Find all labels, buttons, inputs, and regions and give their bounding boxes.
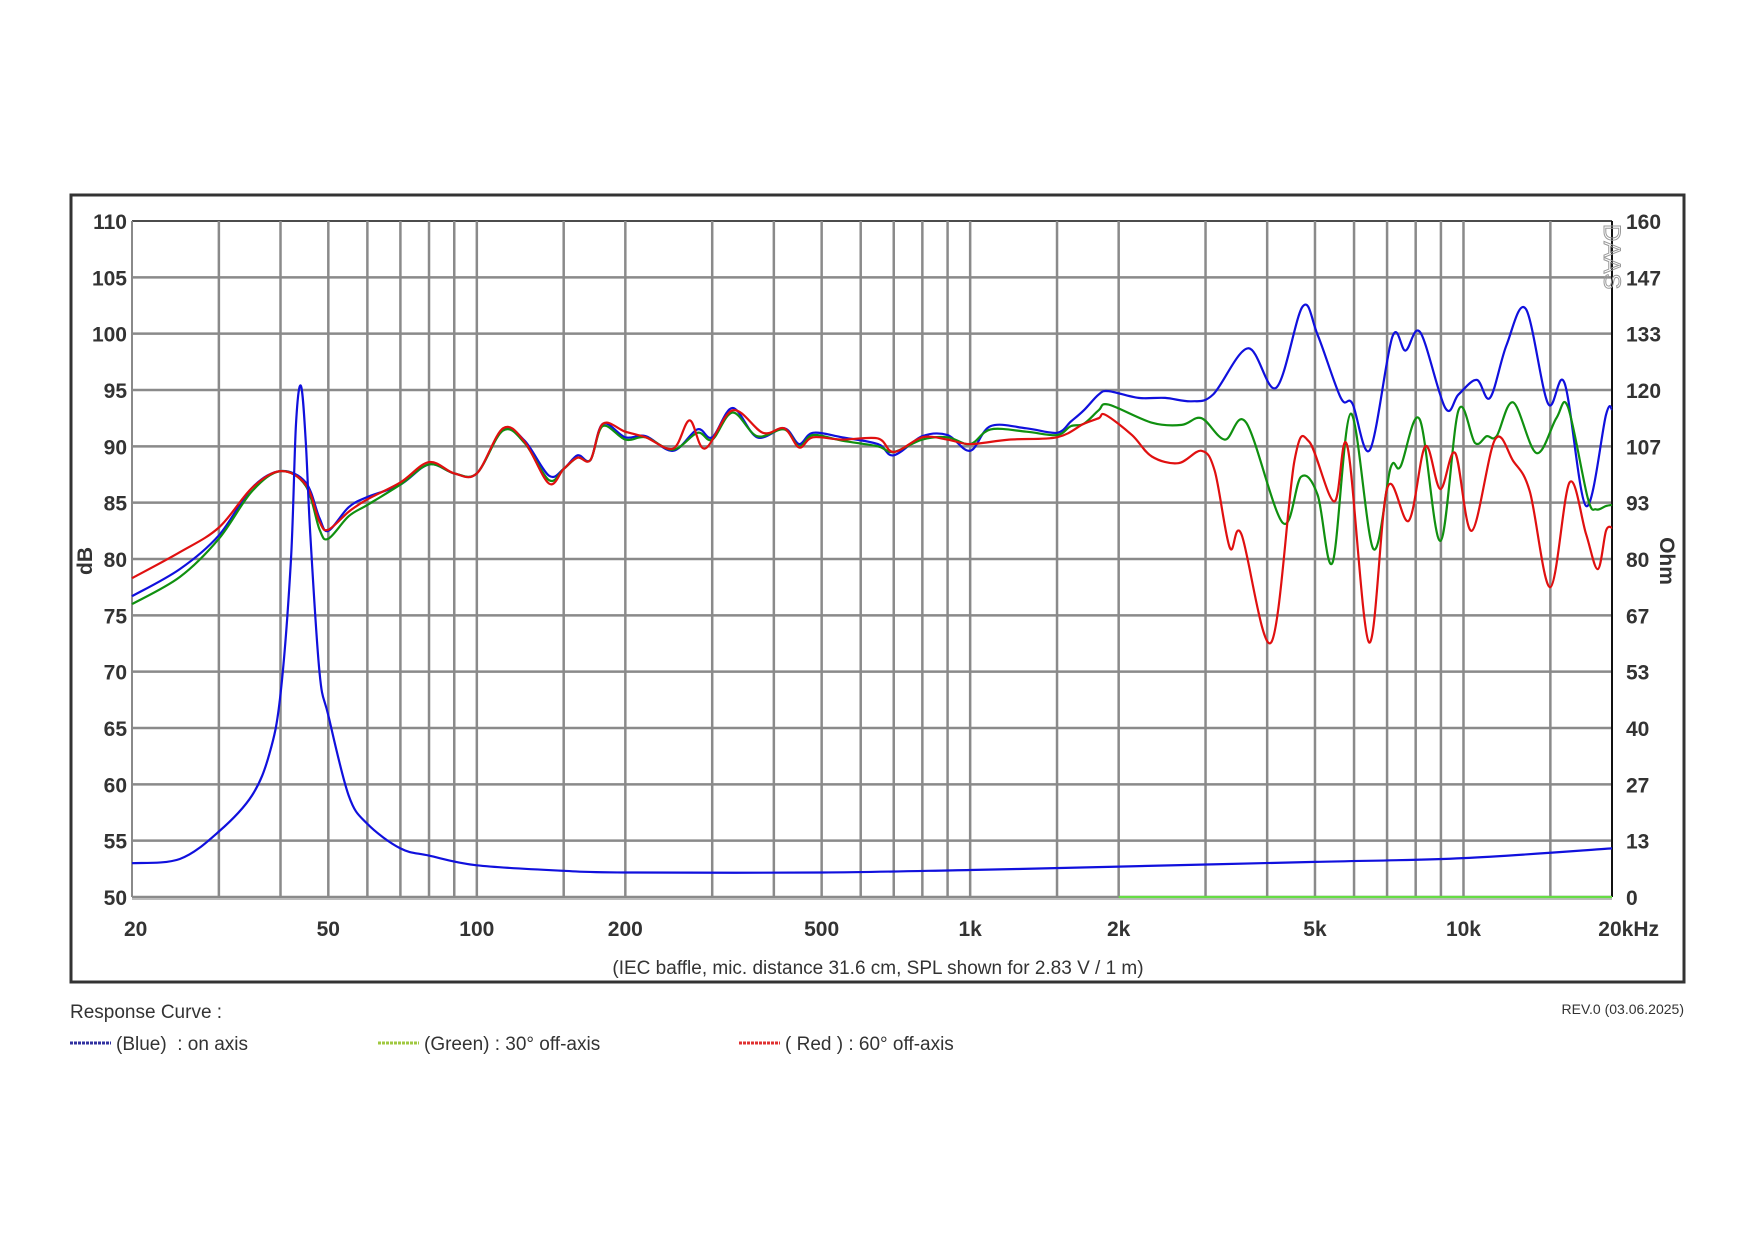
y-tick-label: 90 bbox=[104, 436, 127, 459]
legend-entry-green: (Green) : 30° off-axis bbox=[378, 1034, 600, 1055]
y-tick-label: 85 bbox=[104, 493, 128, 516]
y2-tick-label: 53 bbox=[1626, 662, 1649, 685]
y-tick-label: 100 bbox=[92, 324, 127, 347]
y2-tick-label: 0 bbox=[1626, 887, 1638, 910]
y2-tick-label: 93 bbox=[1626, 493, 1649, 516]
y-tick-label: 50 bbox=[104, 887, 127, 910]
legend-entry-blue: (Blue) : on axis bbox=[70, 1034, 248, 1055]
x-tick-label: 500 bbox=[804, 918, 839, 941]
series-line-red bbox=[131, 409, 1613, 645]
y2-tick-label: 107 bbox=[1626, 436, 1661, 459]
y-tick-label: 110 bbox=[93, 211, 127, 234]
series-group bbox=[131, 303, 1614, 899]
y-axis-title: dB bbox=[74, 547, 97, 575]
y-tick-label: 105 bbox=[92, 267, 127, 290]
y2-tick-label: 67 bbox=[1626, 605, 1649, 628]
y2-tick-label: 160 bbox=[1626, 211, 1661, 234]
y2-tick-label: 133 bbox=[1626, 324, 1661, 347]
y2-tick-label: 27 bbox=[1626, 774, 1649, 797]
y2-tick-label: 13 bbox=[1626, 831, 1649, 854]
x-tick-label: 20kHz bbox=[1598, 918, 1659, 941]
revision-label: REV.0 (03.06.2025) bbox=[1562, 1001, 1684, 1017]
y-tick-label: 60 bbox=[104, 774, 127, 797]
y2-tick-label: 40 bbox=[1626, 718, 1649, 741]
chart-caption: (IEC baffle, mic. distance 31.6 cm, SPL … bbox=[612, 958, 1143, 979]
x-tick-label: 2k bbox=[1107, 918, 1131, 941]
y-tick-label: 55 bbox=[104, 831, 128, 854]
legend-entry-red: ( Red ) : 60° off-axis bbox=[739, 1034, 954, 1055]
y-tick-label: 70 bbox=[104, 662, 127, 685]
y-tick-label: 80 bbox=[104, 549, 127, 572]
x-tick-label: 100 bbox=[459, 918, 494, 941]
y2-axis-title: Ohm bbox=[1655, 537, 1678, 585]
y-tick-label: 75 bbox=[104, 605, 128, 628]
series-line-impedance bbox=[131, 384, 1613, 874]
tick-labels: 110 160 105 147 100 133 95 120 90 107 85 93 80 80 75 67… bbox=[92, 211, 1661, 941]
x-tick-label: 20 bbox=[124, 918, 147, 941]
x-tick-label: 50 bbox=[317, 918, 340, 941]
legend-title: Response Curve : bbox=[70, 1002, 222, 1023]
x-tick-label: 10k bbox=[1446, 918, 1481, 941]
y2-tick-label: 120 bbox=[1626, 380, 1661, 403]
y2-tick-label: 147 bbox=[1626, 267, 1661, 290]
y2-tick-label: 80 bbox=[1626, 549, 1649, 572]
y-tick-label: 65 bbox=[104, 718, 128, 741]
y-tick-label: 95 bbox=[104, 380, 128, 403]
x-tick-label: 1k bbox=[958, 918, 982, 941]
watermark-logo: DAAS bbox=[1598, 224, 1625, 289]
legend-label-green: (Green) : 30° off-axis bbox=[424, 1034, 600, 1055]
x-tick-label: 5k bbox=[1303, 918, 1327, 941]
legend-label-blue: (Blue) : on axis bbox=[116, 1034, 248, 1055]
x-tick-label: 200 bbox=[608, 918, 643, 941]
legend-label-red: ( Red ) : 60° off-axis bbox=[785, 1034, 954, 1055]
